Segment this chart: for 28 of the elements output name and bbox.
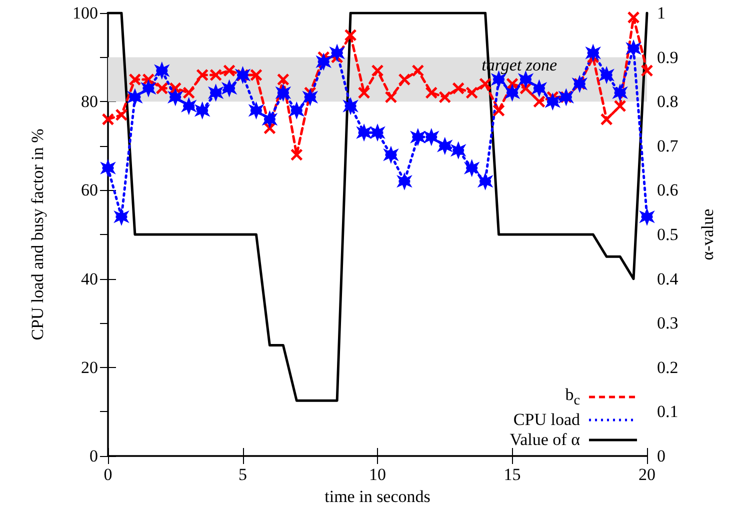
y-tick-label: 20: [81, 358, 98, 377]
y-tick-label: 0: [90, 446, 98, 466]
y2-tick-label: 0.5: [657, 225, 678, 244]
x-axis-title: time in seconds: [324, 487, 430, 506]
x-tick-label: 0: [104, 465, 112, 484]
y2-axis-title: α-value: [698, 208, 717, 260]
y2-tick-label: 0.9: [657, 48, 678, 67]
legend-label: b$_{c}$: [565, 384, 580, 410]
legend-label: Value of α: [510, 430, 580, 450]
y-axis-title: CPU load and busy factor in %: [28, 128, 47, 340]
x-tick-label: 10: [369, 465, 386, 484]
x-tick-label: 20: [638, 465, 656, 484]
y2-tick-label: 0.2: [657, 358, 678, 377]
y2-tick-label: 0.1: [657, 402, 678, 422]
y2-tick-label: 0.3: [657, 314, 678, 333]
y-tick-label: 80: [81, 92, 98, 112]
x-tick-label: 15: [504, 465, 521, 484]
y-tick-label: 60: [81, 180, 98, 200]
y2-tick-label: 0.6: [657, 180, 678, 200]
y2-tick-label: 0.4: [657, 269, 679, 288]
y2-tick-label: 1: [657, 4, 666, 22]
y2-tick-label: 0.7: [657, 136, 679, 156]
x-tick-label: 5: [238, 465, 247, 484]
y-tick-label: 100: [72, 4, 98, 22]
y2-tick-label: 0.8: [657, 92, 678, 112]
y-tick-label: 40: [81, 269, 98, 288]
y2-tick-label: 0: [657, 446, 666, 466]
legend-label: CPU load: [513, 410, 580, 430]
